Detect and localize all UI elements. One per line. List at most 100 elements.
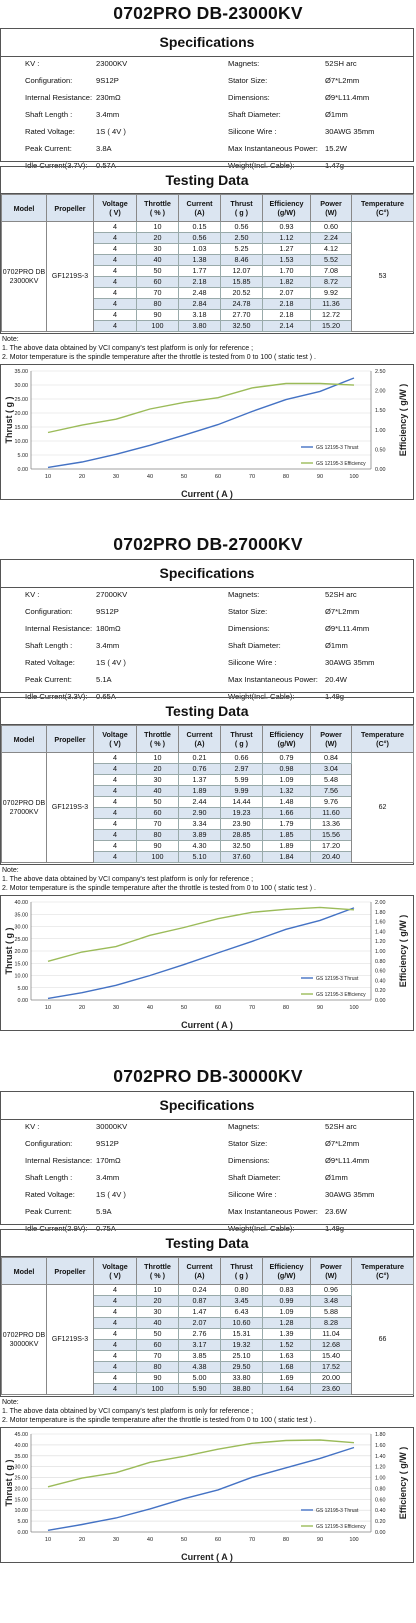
note-heading: Note: [2,867,19,874]
column-header: Propeller [46,1257,94,1285]
table-cell: 50 [136,265,179,277]
thrust-series-line [47,907,355,1000]
left-tick-label: 10.00 [15,439,29,445]
spec-row: Rated Voltage: 1S ( 4V ) Silicone Wire : 30… [1,1188,413,1205]
table-row: 4 100 5.10 37.60 1.84 20.40 [2,851,414,863]
x-tick-label: 100 [349,474,358,480]
spec-label: Configuration: [25,76,73,85]
spec-value: 30000KV [96,1122,128,1131]
column-header: Voltage ( V) [93,194,137,222]
right-tick-label: 1.50 [375,408,386,414]
table-cell: 1.84 [262,851,311,863]
table-cell: 4 [93,1306,137,1318]
left-tick-label: 15.00 [15,961,29,967]
table-cell: 1.27 [262,243,311,255]
table-cell: 1.32 [262,785,311,797]
left-tick-label: 20.00 [15,949,29,955]
table-cell: 19.23 [220,807,263,819]
table-cell: 3.89 [178,829,221,841]
table-cell: 2.18 [262,309,311,321]
table-cell: 17.20 [310,840,352,852]
note-line: 2. Motor temperature is the spindle temp… [2,354,316,361]
table-cell: 90 [136,840,179,852]
right-tick-label: 0.00 [375,1530,386,1536]
table-cell: 10 [136,1284,179,1296]
table-row: 0702PRO DB 23000KV GF1219S-3 4 10 0.15 0.56 0.… [1,221,414,332]
table-cell: 30 [136,774,179,786]
table-cell: 13.36 [310,818,352,830]
table-cell: 60 [136,276,179,288]
spec-value: 1S ( 4V ) [96,1190,126,1199]
table-cell: 33.80 [220,1372,263,1384]
spec-label: Shaft Diameter: [228,110,281,119]
spec-value: 52SH arc [325,1122,357,1131]
right-tick-label: 1.60 [375,1443,386,1449]
table-row: 4 20 0.87 3.45 0.99 3.48 [2,1295,414,1307]
column-header: Throttle ( % ) [136,1257,179,1285]
table-cell: 38.80 [220,1383,263,1395]
notes: Note: 1. The above data obtained by VCI c… [0,1398,414,1428]
x-tick-label: 90 [317,474,323,480]
table-cell: 4 [93,232,137,244]
table-cell: 1.85 [262,829,311,841]
table-row: 0702PRO DB 27000KV GF1219S-3 4 10 0.21 0.66 0.… [1,752,414,863]
model-cell: 0702PRO DB 30000KV [1,1284,47,1395]
left-tick-label: 20.00 [15,411,29,417]
table-cell: 3.80 [178,320,221,332]
table-cell: 12.68 [310,1339,352,1351]
table-cell: 32.50 [220,320,263,332]
table-cell: 1.47 [178,1306,221,1318]
table-cell: 3.45 [220,1295,263,1307]
x-tick-label: 80 [283,474,289,480]
table-cell: 1.48 [262,796,311,808]
spec-label: Shaft Length : [25,1173,73,1182]
table-cell: 0.80 [220,1284,263,1296]
spec-row: Rated Voltage: 1S ( 4V ) Silicone Wire : 30… [1,125,413,142]
spec-row: Configuration: 9S12P Stator Size: Ø7*L2mm [1,74,413,91]
table-cell: 2.97 [220,763,263,775]
table-row: 4 50 2.76 15.31 1.39 11.04 [2,1328,414,1340]
x-tick-label: 70 [249,1005,255,1011]
table-row: 4 60 3.17 19.32 1.52 12.68 [2,1339,414,1351]
table-cell: 4 [93,1383,137,1395]
x-tick-label: 10 [45,1537,51,1543]
right-tick-label: 0.60 [375,1497,386,1503]
table-cell: 3.85 [178,1350,221,1362]
table-cell: 2.18 [178,276,221,288]
x-axis-label: Current ( A ) [181,1552,233,1562]
chart-svg: 0.00 5.00 10.00 15.00 20.00 25.00 30.00 35.00 0.… [4,369,408,499]
table-cell: 3.48 [310,1295,352,1307]
left-tick-label: 10.00 [15,1508,29,1514]
table-cell: 4.38 [178,1361,221,1373]
right-tick-label: 1.80 [375,910,386,916]
spec-value: 9S12P [96,76,119,85]
x-tick-label: 20 [79,1005,85,1011]
table-cell: 4 [93,829,137,841]
x-tick-label: 30 [113,1537,119,1543]
table-cell: 70 [136,818,179,830]
spec-value: 52SH arc [325,59,357,68]
table-cell: 20.00 [310,1372,352,1384]
table-row: 4 40 1.89 9.99 1.32 7.56 [2,785,414,797]
x-tick-label: 100 [349,1005,358,1011]
table-cell: 90 [136,309,179,321]
spec-label: Idle Current(3.3V): [25,692,88,701]
testing-data-table: Model Propeller Voltage ( V) Throttle ( % )… [1,1257,414,1395]
column-header: Thrust ( g ) [220,1257,263,1285]
left-tick-label: 10.00 [15,974,29,980]
legend-label: GS 12195-3 Thrust [316,1508,359,1514]
table-cell: 2.14 [262,320,311,332]
spec-label: Dimensions: [228,1156,270,1165]
spec-value: 30AWG 35mm [325,658,375,667]
table-cell: 30 [136,1306,179,1318]
spec-value: 9S12P [96,607,119,616]
table-row: 4 40 2.07 10.60 1.28 8.28 [2,1317,414,1329]
model-cell: 0702PRO DB 27000KV [1,752,47,863]
table-cell: 2.50 [220,232,263,244]
table-cell: 0.87 [178,1295,221,1307]
table-cell: 0.15 [178,221,221,233]
table-cell: 1.89 [178,785,221,797]
table-cell: 1.66 [262,807,311,819]
left-y-axis-label: Thrust ( g ) [4,397,14,444]
right-tick-label: 1.60 [375,920,386,926]
